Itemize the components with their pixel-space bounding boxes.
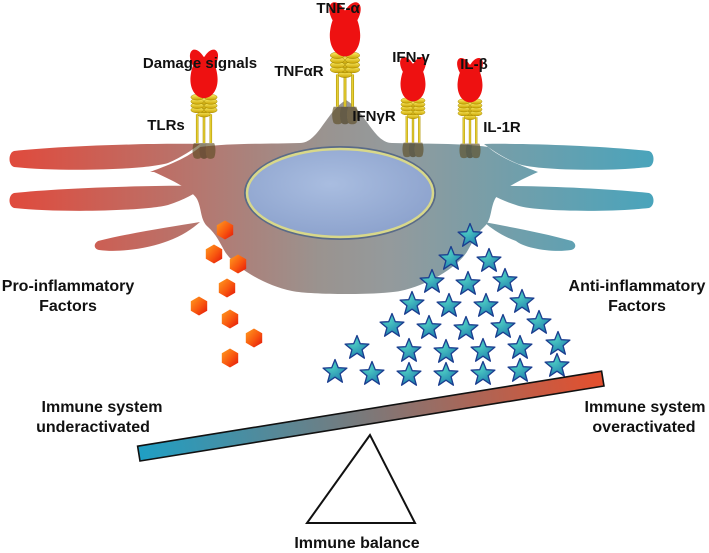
svg-text:IL-β: IL-β [460, 56, 487, 73]
svg-text:Damage signals: Damage signals [143, 55, 257, 72]
svg-text:Factors: Factors [39, 298, 97, 315]
svg-text:Anti-inflammatory: Anti-inflammatory [569, 278, 706, 295]
svg-text:TLRs: TLRs [147, 117, 185, 134]
svg-text:Immune balance: Immune balance [294, 535, 419, 552]
svg-text:Pro-inflammatory: Pro-inflammatory [2, 278, 135, 295]
svg-text:Immune system: Immune system [42, 399, 163, 416]
svg-text:TNFαR: TNFαR [274, 63, 323, 80]
svg-text:IL-1R: IL-1R [483, 119, 521, 136]
svg-text:Factors: Factors [608, 298, 666, 315]
svg-text:IFNγR: IFNγR [352, 108, 396, 125]
svg-text:overactivated: overactivated [592, 419, 695, 436]
svg-text:underactivated: underactivated [36, 419, 150, 436]
svg-text:TNF-α: TNF-α [316, 0, 360, 17]
svg-text:Immune system: Immune system [585, 399, 706, 416]
svg-text:IFN-γ: IFN-γ [392, 49, 430, 66]
